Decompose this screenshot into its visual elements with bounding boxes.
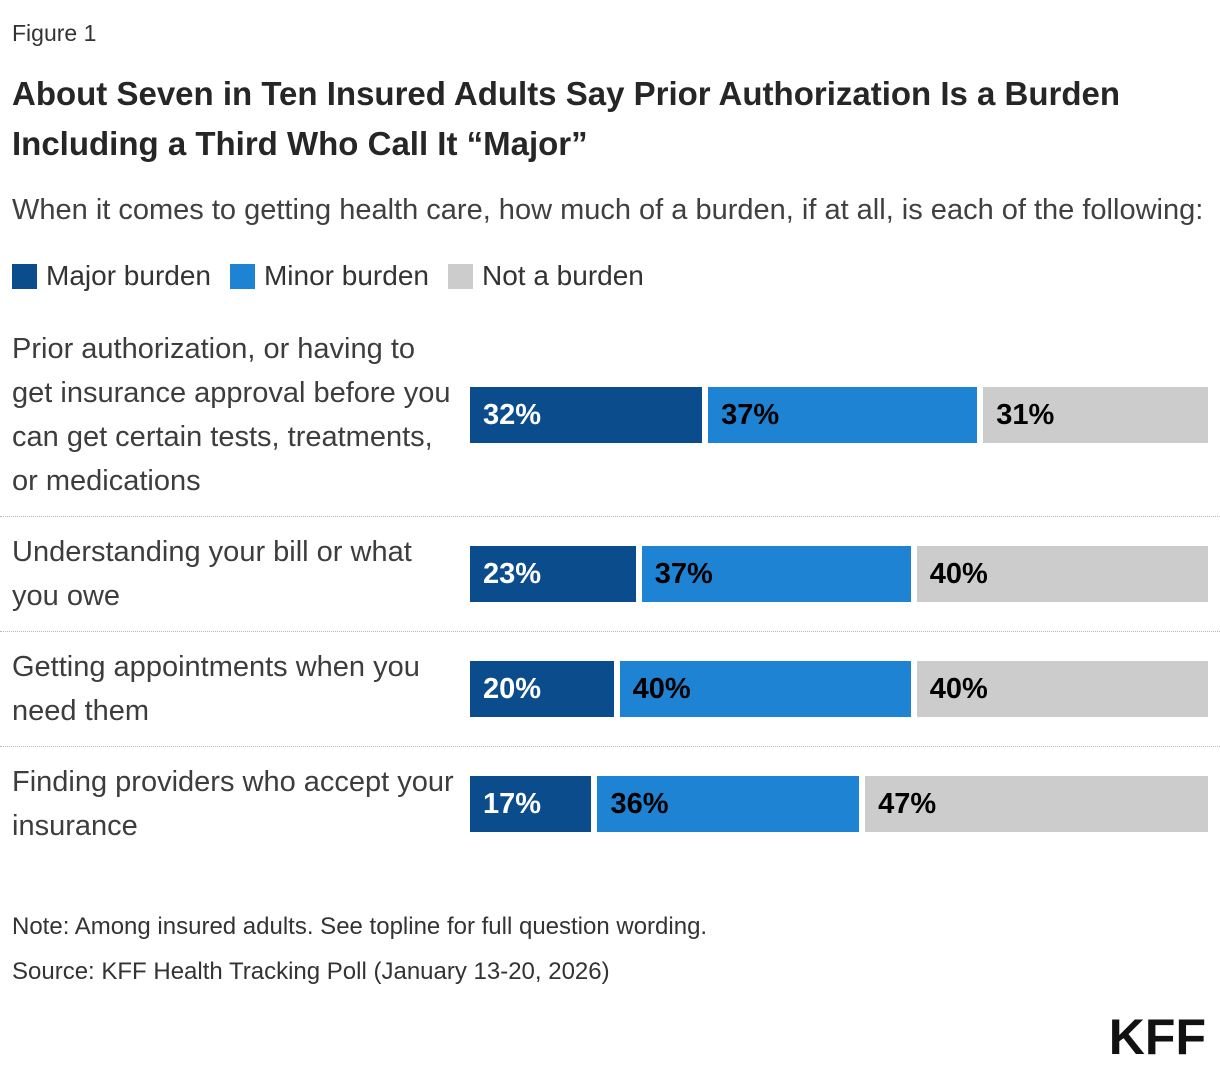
bar-segment-not-a-burden: 31% [983, 387, 1208, 443]
row-label: Finding providers who accept your insura… [12, 766, 454, 842]
figure-container: Figure 1 About Seven in Ten Insured Adul… [0, 20, 1220, 986]
bar-track: 20% 40% 40% [470, 661, 1208, 717]
legend-item-major-burden: Major burden [12, 260, 211, 292]
bar-track: 23% 37% 40% [470, 546, 1208, 602]
chart-subtitle: When it comes to getting health care, ho… [12, 194, 1204, 226]
chart-rows: Prior authorization, or having to get in… [0, 314, 1220, 861]
bar-segment-not-a-burden: 40% [916, 546, 1208, 602]
chart-row: Understanding your bill or what you owe 2… [0, 517, 1220, 632]
bar-segment-not-a-burden: 47% [865, 776, 1208, 832]
source-text: Source: KFF Health Tracking Poll (Januar… [12, 958, 610, 985]
bar-segment-minor-burden: 36% [597, 776, 860, 832]
note-text: Note: Among insured adults. See topline … [12, 913, 708, 940]
legend-label: Not a burden [481, 260, 644, 291]
row-label: Getting appointments when you need them [12, 651, 420, 727]
bar-track: 32% 37% 31% [470, 387, 1208, 443]
bar-segment-not-a-burden: 40% [916, 661, 1208, 717]
chart-footer: Note: Among insured adults. See topline … [12, 913, 1208, 986]
chart-title: About Seven in Ten Insured Adults Say Pr… [12, 75, 1121, 162]
chart-row: Getting appointments when you need them 2… [0, 632, 1220, 747]
legend-item-not-a-burden: Not a burden [447, 260, 644, 292]
chart-row: Finding providers who accept your insura… [0, 747, 1220, 861]
bar-segment-major-burden: 32% [470, 387, 703, 443]
chart-legend: Major burden Minor burden Not a burden [12, 260, 1208, 292]
legend-swatch [12, 263, 37, 289]
bar-track: 17% 36% 47% [470, 776, 1208, 832]
bar-segment-major-burden: 23% [470, 546, 636, 602]
row-label: Understanding your bill or what you owe [12, 536, 412, 612]
legend-label: Major burden [46, 260, 211, 291]
bar-segment-minor-burden: 40% [619, 661, 911, 717]
bar-segment-minor-burden: 37% [641, 546, 911, 602]
bar-segment-minor-burden: 37% [708, 387, 978, 443]
figure-label: Figure 1 [12, 20, 97, 46]
kff-logo: KFF [1108, 1009, 1206, 1065]
legend-swatch [447, 263, 473, 289]
bar-segment-major-burden: 20% [470, 661, 614, 717]
legend-label: Minor burden [263, 260, 429, 291]
legend-swatch [229, 263, 255, 289]
bar-segment-major-burden: 17% [470, 776, 592, 832]
legend-item-minor-burden: Minor burden [229, 260, 429, 292]
row-label: Prior authorization, or having to get in… [12, 333, 451, 497]
chart-row: Prior authorization, or having to get in… [0, 314, 1220, 517]
